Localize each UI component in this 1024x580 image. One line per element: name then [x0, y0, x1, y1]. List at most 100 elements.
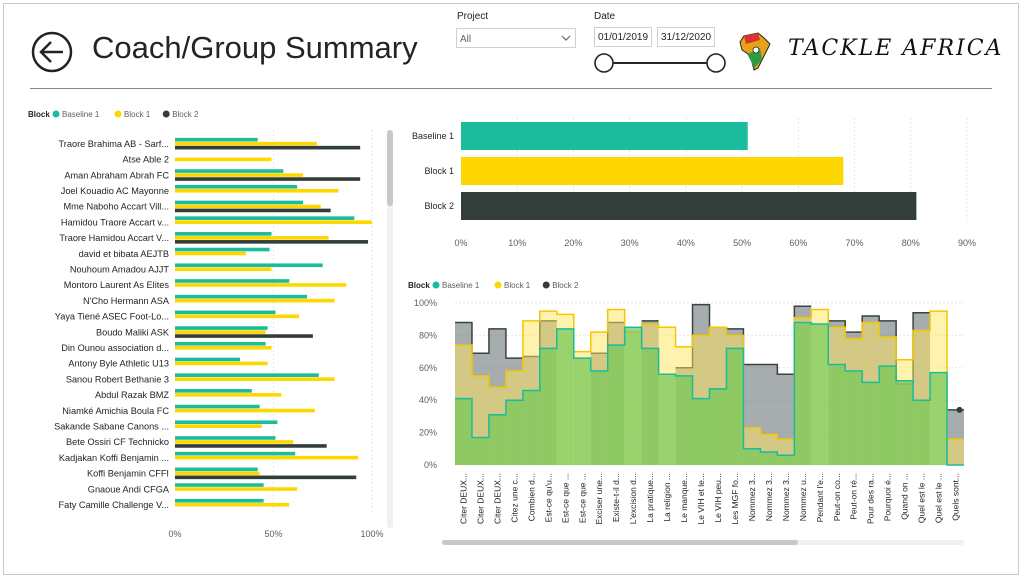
area-step[interactable]	[794, 322, 812, 465]
coach-bar[interactable]	[175, 141, 317, 146]
area-step[interactable]	[709, 388, 727, 465]
date-end-input[interactable]: 31/12/2020	[657, 27, 715, 47]
area-step[interactable]	[692, 398, 710, 465]
coach-bar[interactable]	[175, 330, 266, 334]
coach-bar[interactable]	[175, 247, 270, 252]
coach-bar[interactable]	[175, 341, 266, 346]
coach-bar[interactable]	[175, 177, 361, 181]
coach-bar[interactable]	[175, 184, 298, 189]
coach-bar[interactable]	[175, 157, 272, 162]
block-bar[interactable]	[461, 157, 844, 185]
date-range-slider[interactable]	[594, 52, 728, 74]
coach-bar[interactable]	[175, 467, 258, 472]
area-step[interactable]	[471, 437, 489, 465]
block-bar[interactable]	[461, 122, 748, 150]
coach-bar[interactable]	[175, 444, 327, 448]
legend-item[interactable]: Block 2	[172, 110, 199, 119]
area-scrollbar-thumb[interactable]	[442, 540, 798, 545]
coach-bar[interactable]	[175, 361, 268, 366]
coach-bar[interactable]	[175, 232, 272, 236]
area-step[interactable]	[845, 371, 863, 465]
coach-bar[interactable]	[175, 240, 369, 244]
area-step[interactable]	[675, 375, 693, 465]
coach-bar[interactable]	[175, 216, 355, 220]
slider-end-handle[interactable]	[706, 53, 726, 73]
coach-bar[interactable]	[175, 424, 262, 429]
coach-scrollbar-track[interactable]	[387, 130, 393, 528]
area-step[interactable]	[777, 455, 795, 465]
coach-bar[interactable]	[175, 279, 290, 283]
date-start-input[interactable]: 01/01/2019	[594, 27, 652, 47]
coach-bar[interactable]	[175, 267, 272, 272]
area-step[interactable]	[641, 348, 659, 465]
area-step[interactable]	[760, 452, 778, 465]
coach-bar[interactable]	[175, 455, 359, 460]
area-step[interactable]	[607, 345, 625, 465]
coach-bar[interactable]	[175, 314, 300, 319]
area-step[interactable]	[811, 324, 829, 465]
coach-scrollbar-thumb[interactable]	[387, 130, 393, 206]
area-step[interactable]	[743, 448, 761, 465]
coach-bar[interactable]	[175, 326, 268, 330]
coach-bar[interactable]	[175, 200, 304, 205]
coach-bar[interactable]	[175, 283, 347, 287]
area-step[interactable]	[896, 380, 914, 465]
area-step[interactable]	[505, 400, 523, 465]
area-step[interactable]	[913, 400, 931, 465]
coach-bar[interactable]	[175, 236, 329, 240]
area-step[interactable]	[556, 328, 574, 465]
coach-bar[interactable]	[175, 498, 264, 503]
coach-bar[interactable]	[175, 377, 335, 381]
coach-bar[interactable]	[175, 294, 307, 299]
coach-bar[interactable]	[175, 475, 357, 480]
area-step[interactable]	[879, 366, 897, 465]
data-point[interactable]	[956, 406, 963, 413]
coach-bar[interactable]	[175, 169, 284, 173]
coach-bar[interactable]	[175, 440, 294, 444]
area-step[interactable]	[947, 439, 964, 465]
coach-bar[interactable]	[175, 451, 296, 456]
area-step[interactable]	[726, 348, 744, 465]
area-step[interactable]	[624, 327, 642, 465]
area-step[interactable]	[828, 364, 846, 465]
coach-bar[interactable]	[175, 357, 241, 362]
coach-bar[interactable]	[175, 137, 258, 142]
coach-bar[interactable]	[175, 173, 304, 177]
coach-bar[interactable]	[175, 220, 372, 224]
coach-bar[interactable]	[175, 298, 335, 303]
legend-item[interactable]: Baseline 1	[442, 281, 480, 290]
slider-start-handle[interactable]	[594, 53, 614, 73]
area-step[interactable]	[539, 348, 557, 465]
coach-bar[interactable]	[175, 471, 260, 476]
coach-bar[interactable]	[175, 420, 278, 425]
coach-bar[interactable]	[175, 483, 264, 487]
legend-item[interactable]: Baseline 1	[62, 110, 100, 119]
coach-bar[interactable]	[175, 345, 272, 350]
coach-bar[interactable]	[175, 208, 331, 213]
area-step[interactable]	[658, 374, 676, 465]
coach-bar[interactable]	[175, 334, 313, 338]
coach-bar[interactable]	[175, 487, 298, 491]
coach-bar[interactable]	[175, 263, 323, 268]
coach-bar[interactable]	[175, 408, 315, 413]
block-bar[interactable]	[461, 192, 917, 220]
area-step[interactable]	[590, 371, 608, 465]
coach-bar[interactable]	[175, 188, 339, 193]
legend-item[interactable]: Block 2	[552, 281, 579, 290]
coach-bar[interactable]	[175, 502, 290, 507]
legend-item[interactable]: Block 1	[504, 281, 531, 290]
coach-bar[interactable]	[175, 204, 321, 209]
coach-bar[interactable]	[175, 373, 319, 377]
project-dropdown[interactable]: All	[456, 28, 576, 48]
area-step[interactable]	[573, 358, 591, 465]
coach-bar[interactable]	[175, 145, 361, 150]
coach-bar[interactable]	[175, 310, 276, 315]
coach-bar[interactable]	[175, 436, 276, 440]
area-step[interactable]	[930, 372, 948, 465]
area-step[interactable]	[488, 414, 506, 465]
coach-bar[interactable]	[175, 251, 246, 256]
area-step[interactable]	[522, 390, 540, 465]
coach-bar[interactable]	[175, 404, 260, 409]
coach-bar[interactable]	[175, 389, 252, 393]
legend-item[interactable]: Block 1	[124, 110, 151, 119]
